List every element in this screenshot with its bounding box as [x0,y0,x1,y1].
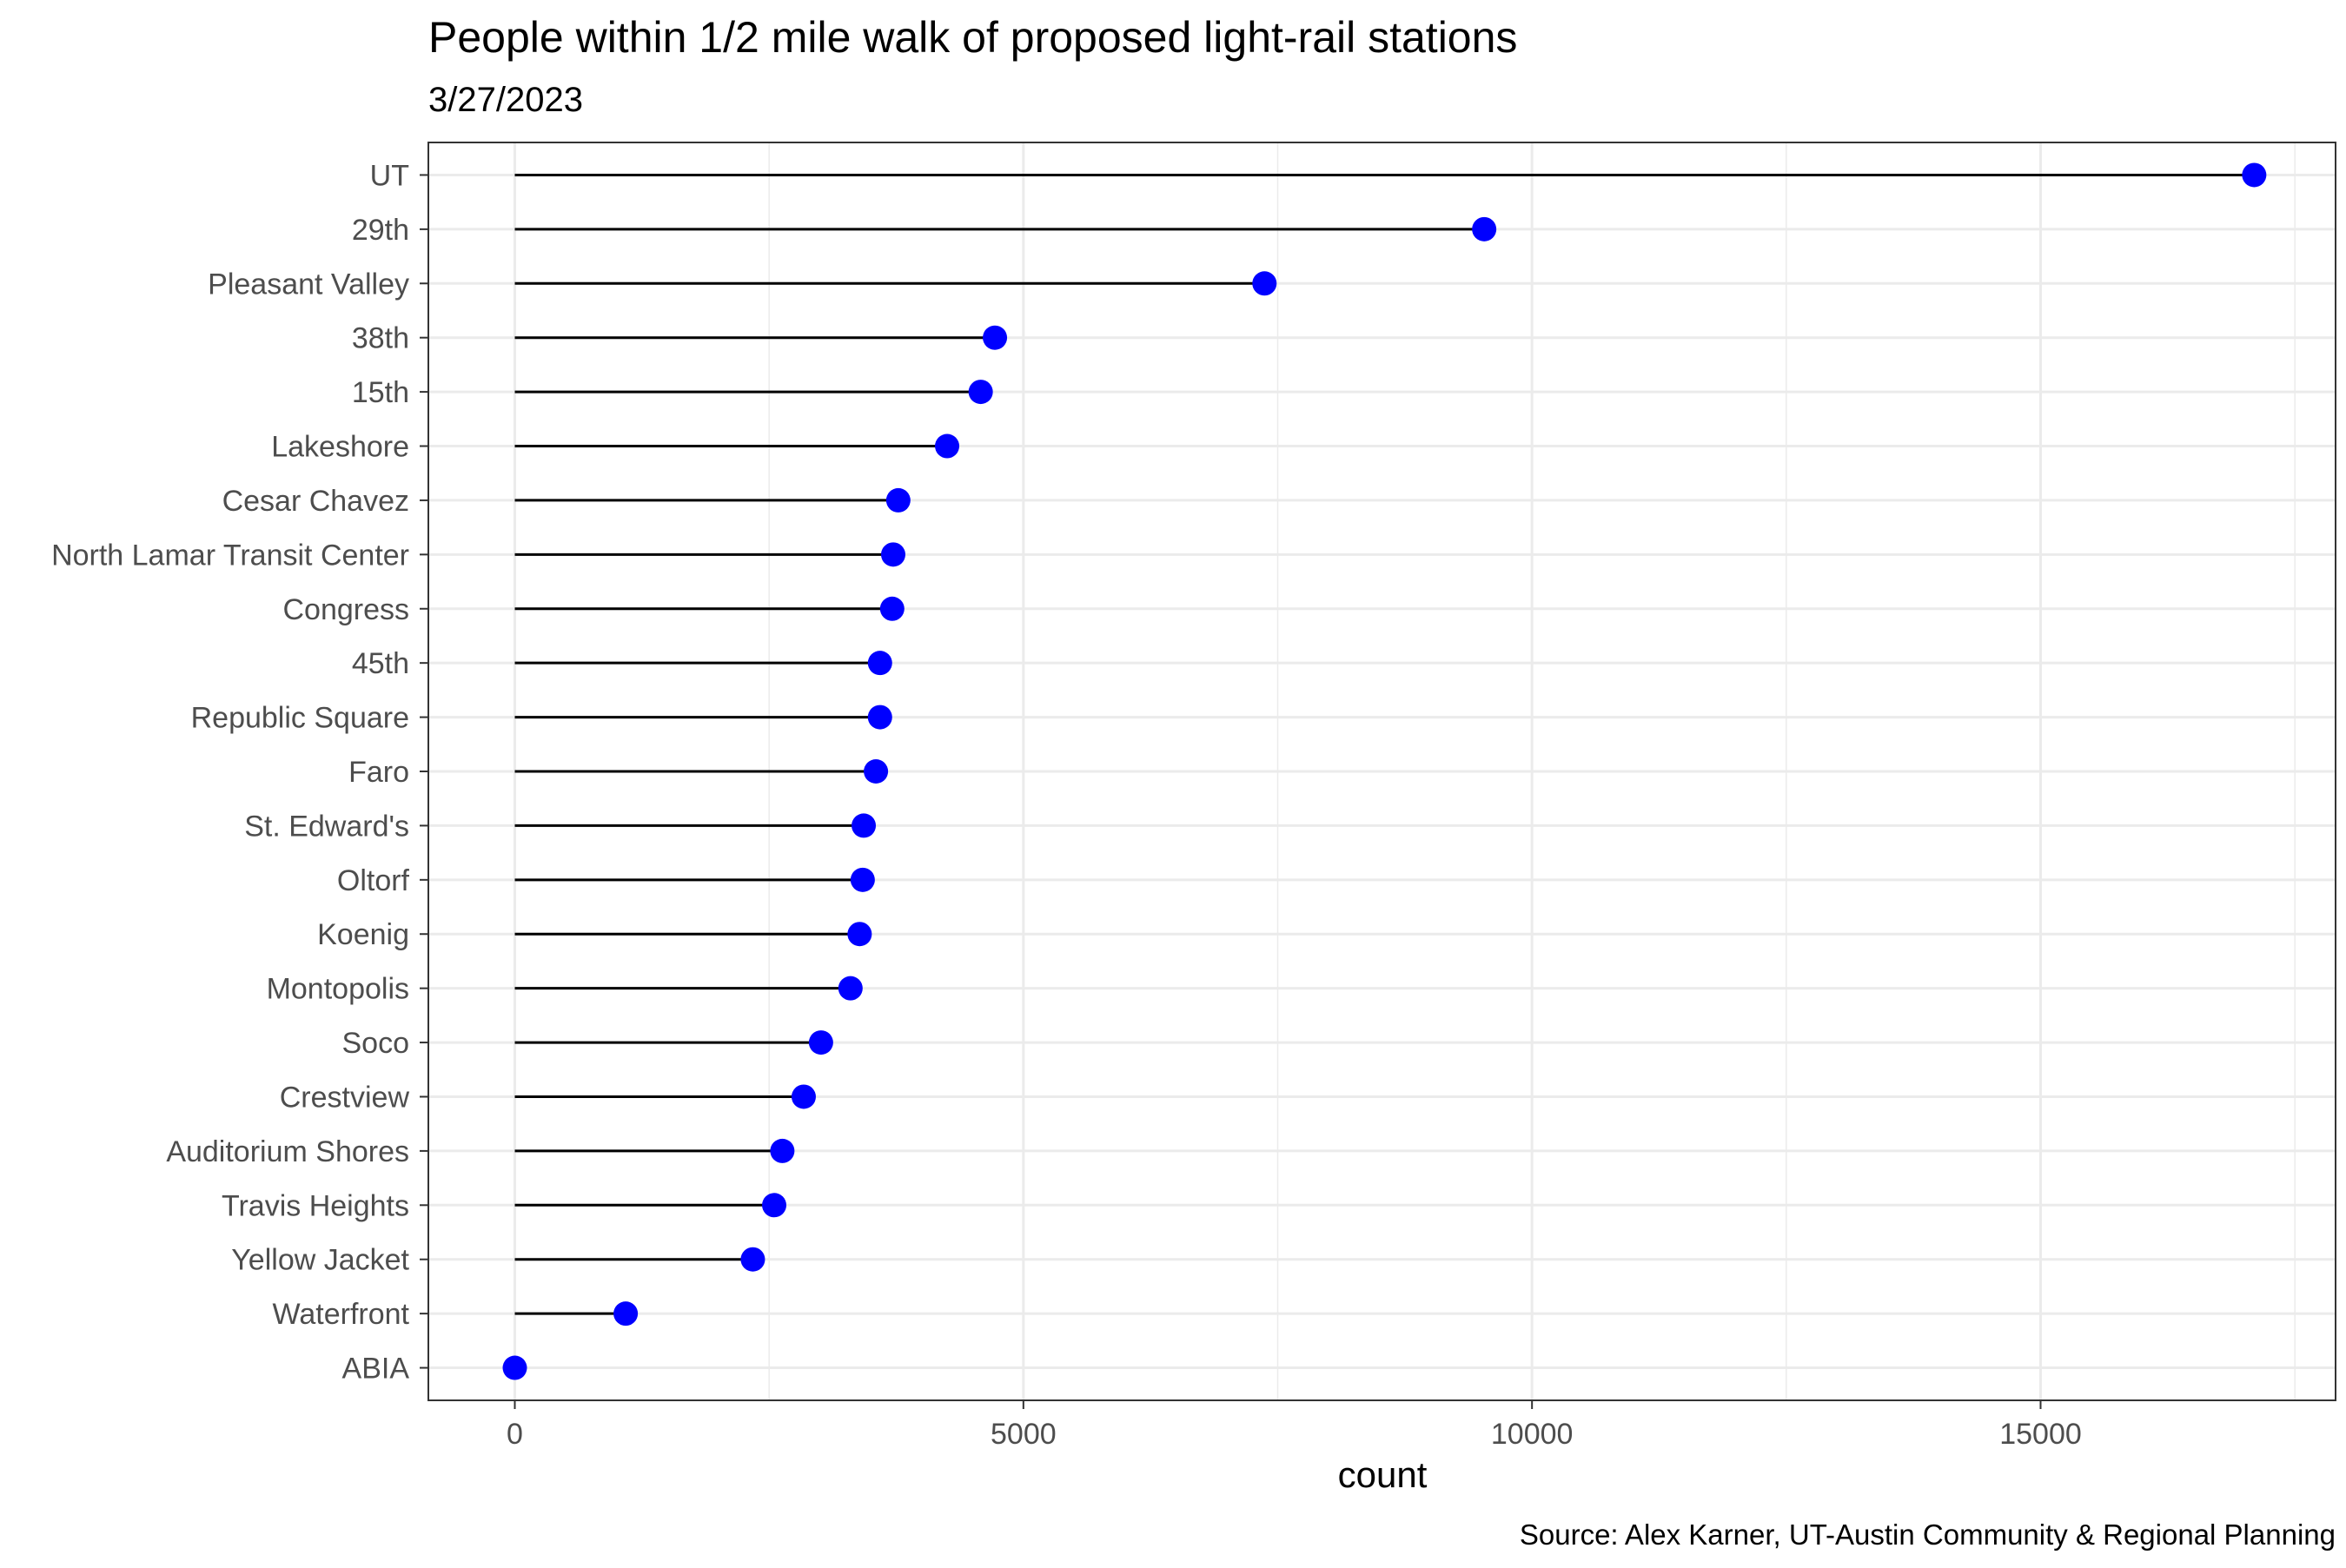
chart-caption: Source: Alex Karner, UT-Austin Community… [1520,1518,2336,1551]
data-point [847,922,872,947]
y-tick-label: 29th [352,214,409,247]
data-point [880,542,905,567]
y-tick-label: Oltorf [337,864,410,897]
y-tick-label: 38th [352,322,409,355]
data-point [838,976,863,1001]
data-point [770,1138,795,1163]
y-tick-label: Soco [342,1027,410,1060]
data-point [1252,271,1277,296]
data-point [740,1247,765,1272]
data-point [2242,162,2267,188]
x-tick-label: 15000 [1999,1418,2082,1451]
y-tick-label: Pleasant Valley [208,268,409,301]
y-tick-label: Cesar Chavez [222,485,409,518]
y-tick-label: North Lamar Transit Center [51,539,409,572]
y-tick-label: Congress [282,593,409,626]
y-tick-label: Crestview [280,1081,410,1114]
y-tick-label: UT [370,159,409,192]
data-point [983,325,1008,350]
data-point [879,596,905,621]
y-tick-label: Koenig [317,918,409,951]
data-point [1472,216,1497,241]
y-tick-label: Republic Square [191,702,409,735]
data-point [867,705,892,730]
y-tick-label: Travis Heights [222,1189,409,1222]
data-point [968,380,993,405]
x-tick-label: 10000 [1491,1418,1574,1451]
chart-title: People within 1/2 mile walk of proposed … [428,13,1517,62]
y-axis: UT 29th Pleasant Valley 38th 15th Lakeshore Ce… [51,159,428,1386]
y-tick-label: Montopolis [267,973,409,1006]
data-point [502,1355,527,1380]
lollipop-stems [514,173,2255,1315]
x-tick-label: 5000 [991,1418,1057,1451]
y-tick-label: 15th [352,376,409,409]
y-tick-label: 45th [352,647,409,680]
data-point [762,1193,787,1218]
y-tick-label: Lakeshore [271,431,409,464]
data-point [867,651,892,676]
y-tick-label: Auditorium Shores [166,1135,409,1168]
y-tick-label: Waterfront [273,1298,410,1331]
y-tick-label: St. Edward's [244,810,409,843]
x-axis-title: count [1338,1454,1428,1495]
data-point [850,867,875,892]
y-tick-label: Yellow Jacket [231,1244,409,1277]
data-point [885,487,911,513]
data-point [613,1301,639,1327]
x-axis: 0 5000 10000 15000 [507,1400,2082,1451]
x-tick-label: 0 [507,1418,523,1451]
data-point [852,813,877,838]
data-point [808,1030,833,1055]
data-point [935,433,960,459]
chart-subtitle: 3/27/2023 [428,81,583,119]
y-tick-label: Faro [348,756,409,789]
data-point [791,1084,816,1109]
y-tick-label: ABIA [342,1353,410,1386]
data-point [864,759,889,784]
lollipop-points [502,162,2267,1380]
